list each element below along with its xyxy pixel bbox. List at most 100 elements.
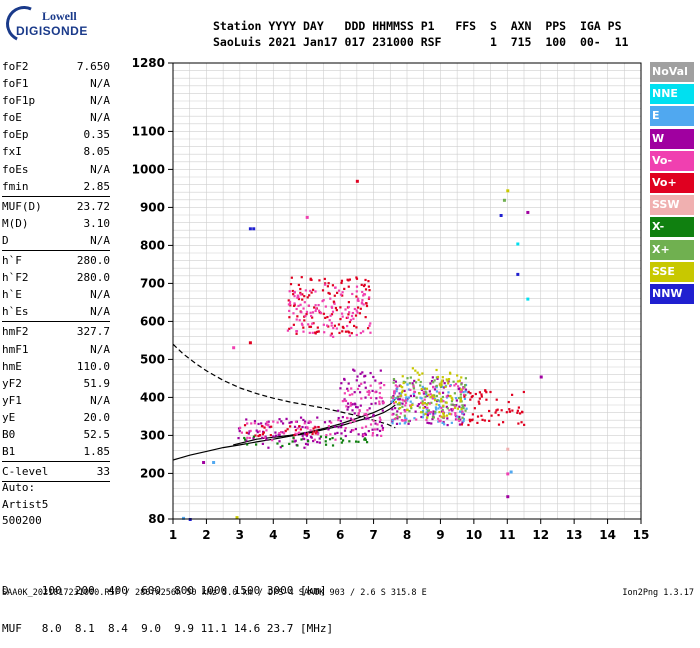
echo-point: [328, 438, 332, 441]
param-label: fxI: [2, 145, 22, 159]
echo-point: [382, 401, 385, 404]
echo-point: [396, 417, 399, 420]
echo-point: [272, 435, 275, 438]
echo-point: [307, 421, 310, 424]
echo-point: [365, 412, 368, 416]
echo-point: [419, 401, 423, 404]
echo-point: [453, 403, 456, 407]
echo-point: [378, 396, 382, 399]
echo-point: [368, 289, 371, 292]
echo-point: [372, 375, 375, 379]
param-row: foEp 0.35: [2, 126, 110, 143]
echo-point: [420, 415, 423, 419]
param-value: 33: [96, 465, 110, 479]
echo-point: [406, 383, 409, 386]
echo-point: [417, 403, 421, 406]
echo-point: [338, 331, 341, 335]
echo-point: [281, 422, 285, 425]
echo-point: [348, 440, 351, 443]
echo-point: [379, 386, 382, 389]
echo-point: [396, 385, 399, 388]
echo-point: [434, 412, 437, 415]
echo-point: [297, 297, 301, 301]
echo-point: [308, 294, 311, 297]
y-tick-label: 800: [140, 238, 165, 252]
echo-point: [432, 381, 435, 384]
echo-point: [401, 375, 404, 378]
legend-item: X-: [650, 217, 694, 238]
echo-point: [380, 396, 383, 400]
echo-point: [421, 385, 424, 388]
echo-point: [355, 179, 359, 183]
param-label: foE: [2, 111, 22, 125]
echo-point: [369, 322, 372, 325]
echo-point: [459, 393, 462, 396]
echo-point: [390, 396, 393, 399]
echo-point: [252, 435, 256, 438]
echo-point: [381, 400, 384, 403]
echo-point: [260, 425, 264, 428]
echo-point: [456, 374, 459, 377]
echo-point: [394, 400, 397, 404]
logo-line1: Lowell: [42, 9, 77, 23]
echo-point: [404, 416, 407, 419]
param-value: 52.5: [83, 427, 111, 441]
x-tick-label: 4: [269, 528, 277, 542]
echo-point: [485, 391, 488, 394]
echo-point: [453, 392, 456, 395]
echo-point: [364, 374, 367, 378]
echo-point: [352, 317, 355, 320]
echo-point: [429, 393, 432, 396]
echo-point: [372, 413, 375, 416]
echo-point: [412, 394, 416, 398]
echo-point: [495, 409, 498, 412]
echo-point: [366, 390, 369, 393]
echo-point: [296, 294, 299, 297]
echo-point: [449, 384, 452, 388]
echo-point: [286, 428, 289, 431]
echo-point: [349, 430, 352, 433]
param-label: hmE: [2, 359, 22, 373]
echo-point: [248, 227, 252, 231]
echo-point: [429, 396, 432, 399]
echo-point: [327, 282, 330, 285]
echo-point: [508, 408, 511, 411]
echo-point: [539, 375, 543, 379]
echo-point: [306, 296, 309, 299]
echo-point: [355, 277, 359, 280]
echo-point: [418, 373, 421, 376]
echo-point: [409, 400, 412, 403]
echo-point: [396, 387, 399, 390]
header-line2: SaoLuis 2021 Jan17 017 231000 RSF 1 715 …: [213, 35, 629, 49]
echo-point: [456, 407, 460, 410]
echo-point: [336, 291, 339, 294]
echo-point: [355, 379, 358, 382]
echo-point: [362, 303, 365, 306]
echo-point: [451, 398, 454, 401]
echo-point: [354, 314, 358, 317]
param-row: hmF2 327.7: [2, 323, 110, 340]
echo-point: [362, 434, 365, 437]
echo-point: [340, 441, 343, 444]
echo-point: [415, 396, 418, 399]
logo-line2: DIGISONDE: [16, 24, 88, 38]
echo-point: [307, 323, 310, 326]
echo-point: [292, 312, 295, 315]
echo-point: [516, 242, 520, 246]
echo-point: [433, 395, 436, 399]
echo-point: [366, 414, 369, 417]
echo-point: [476, 415, 480, 418]
echo-point: [405, 417, 408, 421]
echo-point: [424, 390, 427, 393]
echo-point: [456, 380, 460, 383]
echo-point: [356, 375, 359, 378]
echo-point: [460, 408, 463, 411]
echo-point: [337, 289, 341, 292]
echo-point: [303, 319, 306, 322]
echo-point: [403, 389, 406, 393]
echo-point: [460, 376, 463, 379]
echo-point: [290, 276, 293, 279]
echo-point: [248, 436, 251, 440]
echo-point: [351, 409, 354, 412]
echo-point: [442, 413, 445, 416]
